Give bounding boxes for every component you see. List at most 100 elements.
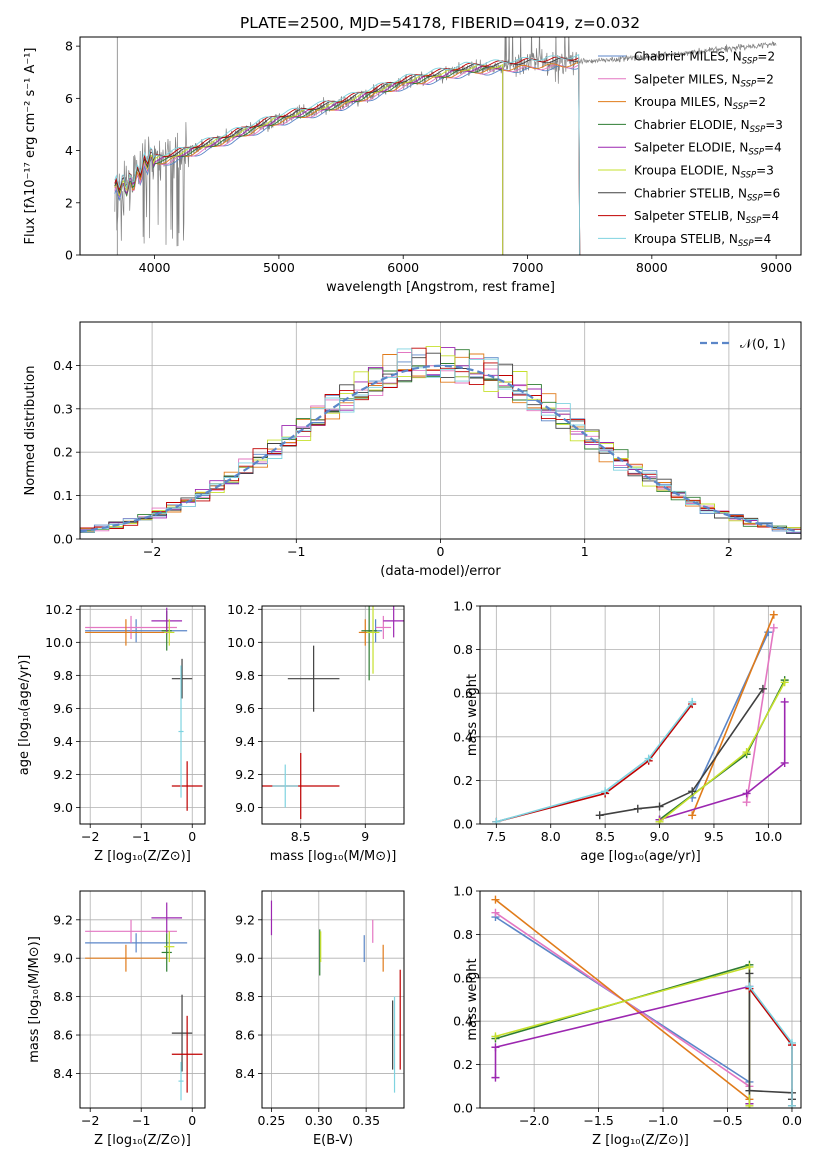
y-tick-label: 0.0 xyxy=(453,1101,473,1116)
y-tick-label: 9.8 xyxy=(53,668,73,683)
plot-layer: 4000 5000 6000 7000 8000 900002468wavelength … xyxy=(17,36,802,1148)
data-point-marker xyxy=(491,1043,500,1052)
x-tick-label: −2 xyxy=(81,1113,99,1128)
x-tick-label: 0.0 xyxy=(782,1113,802,1128)
y-tick-label: 8.6 xyxy=(53,1028,73,1043)
axes-frame xyxy=(79,890,206,1109)
series-kroupa-elodie xyxy=(491,962,754,1108)
data-point-marker xyxy=(745,969,754,978)
axes-frame xyxy=(479,605,802,825)
series-chabrier-stelib xyxy=(595,684,767,820)
model-spectrum-salpeter-stelib xyxy=(114,56,581,255)
y-tick-label: 0.4 xyxy=(53,358,73,373)
errorbar-kroupa-elodie xyxy=(366,606,380,674)
series-kroupa-miles xyxy=(491,895,754,1104)
data-point-marker xyxy=(742,748,751,757)
errorbar-chabrier-stelib xyxy=(171,994,193,1072)
data-point-marker xyxy=(595,811,604,820)
plot-area xyxy=(114,37,777,255)
y-axis-label: Normed distribution xyxy=(23,366,38,496)
y-tick-label: 9.0 xyxy=(53,800,73,815)
y-tick-label: 6 xyxy=(65,91,73,106)
axes-frame xyxy=(79,36,802,256)
legend-entry: Kroupa ELODIE, NSSP=3 xyxy=(634,164,774,181)
x-tick-label: 1 xyxy=(581,544,589,559)
y-tick-label: 9.2 xyxy=(235,912,255,927)
y-tick-label: 0.8 xyxy=(453,927,473,942)
y-tick-label: 8.8 xyxy=(235,989,255,1004)
y-tick-label: 8.6 xyxy=(235,1028,255,1043)
data-point-marker xyxy=(491,908,500,917)
x-axis-label: Z [log₁₀(Z/Z⊙)] xyxy=(94,1133,191,1148)
x-tick-label: 8.5 xyxy=(291,829,311,844)
data-point-marker xyxy=(688,697,697,706)
plot-area xyxy=(491,895,796,1108)
x-axis-label: Z [log₁₀(Z/Z⊙)] xyxy=(592,1133,689,1148)
y-tick-label: 10.0 xyxy=(45,635,73,650)
y-tick-label: 9.4 xyxy=(235,734,255,749)
data-point-marker xyxy=(655,817,664,824)
y-tick-label: 0.0 xyxy=(453,817,473,832)
data-point-marker xyxy=(742,798,751,807)
legend-entry: Salpeter STELIB, NSSP=4 xyxy=(634,209,779,226)
series-kroupa-miles xyxy=(688,610,778,820)
x-tick-label: 0.35 xyxy=(352,1113,380,1128)
errorbar-salpeter-stelib xyxy=(171,761,203,811)
x-tick-label: 7.5 xyxy=(486,829,506,844)
errorbar-chabrier-stelib xyxy=(287,645,340,712)
y-tick-label: 9.2 xyxy=(53,912,73,927)
panel-age-vs-mass: 8.5 9 9.0 9.2 9.4 9.6 9.8 10.0 10.2 mass [log₁₀(M… xyxy=(227,602,405,864)
y-tick-label: 1.0 xyxy=(453,599,473,614)
y-tick-label: 9.4 xyxy=(53,734,73,749)
data-point-marker xyxy=(688,811,697,820)
series-kroupa-stelib xyxy=(745,982,796,1108)
errorbar-chabrier-stelib xyxy=(171,658,193,699)
series-line xyxy=(495,899,750,1100)
x-tick-label: 7000 xyxy=(512,260,544,275)
panel-residuals: −2 −1 0 1 2 0.0 0.1 0.2 0.3 0.4 (data-model)/error… xyxy=(23,321,802,579)
errorbar-kroupa-miles xyxy=(85,944,167,972)
errorbar-kroupa-stelib xyxy=(178,665,184,798)
x-tick-label: 8.5 xyxy=(595,829,615,844)
x-tick-label: −2.0 xyxy=(519,1113,549,1128)
y-tick-label: 2 xyxy=(65,195,73,210)
x-tick-label: 4000 xyxy=(139,260,171,275)
data-point-marker xyxy=(491,895,500,904)
series-line xyxy=(745,627,775,803)
x-tick-label: 9.5 xyxy=(704,829,724,844)
x-tick-label: 0 xyxy=(188,1113,196,1128)
series-chabrier-elodie xyxy=(491,960,754,1108)
x-tick-label: −0.5 xyxy=(712,1113,742,1128)
errorbar-salpeter-elodie xyxy=(151,607,183,635)
x-axis-label: age [log₁₀(age/yr)] xyxy=(580,849,701,864)
data-point-marker xyxy=(742,789,751,798)
y-tick-label: 1.0 xyxy=(453,884,473,899)
panel-spectrum: 4000 5000 6000 7000 8000 9000 0 2 4 6 8 wavelength … xyxy=(23,36,802,295)
y-tick-label: 10.2 xyxy=(227,602,255,617)
axes-frame xyxy=(479,890,802,1109)
model-spectrum-kroupa-stelib xyxy=(114,54,581,255)
plot-area xyxy=(80,346,801,539)
series-salpeter-stelib xyxy=(492,700,697,824)
y-tick-label: 0.2 xyxy=(453,1057,473,1072)
errorbar-salpeter-miles xyxy=(85,919,177,943)
series-kroupa-elodie xyxy=(655,678,789,824)
x-tick-label: 0.25 xyxy=(258,1113,286,1128)
series-line xyxy=(495,965,751,1106)
errorbar-salpeter-miles xyxy=(85,615,177,640)
series-line xyxy=(748,986,793,1106)
y-tick-label: 9.6 xyxy=(53,701,73,716)
x-tick-label: −1.5 xyxy=(583,1113,613,1128)
figure-title: PLATE=2500, MJD=54178, FIBERID=0419, z=0… xyxy=(240,14,640,32)
errorbar-kroupa-stelib xyxy=(272,764,299,808)
plot-area xyxy=(270,900,401,1093)
y-tick-label: 9.2 xyxy=(53,767,73,782)
errorbar-salpeter-miles xyxy=(375,615,392,640)
y-axis-label: mass [log₁₀(M/M⊙)] xyxy=(27,936,42,1063)
axes-frame xyxy=(79,321,802,540)
errorbar-kroupa-elodie xyxy=(164,619,175,646)
y-axis-label: age [log₁₀(age/yr)] xyxy=(17,655,32,776)
y-tick-label: 9.8 xyxy=(235,668,255,683)
